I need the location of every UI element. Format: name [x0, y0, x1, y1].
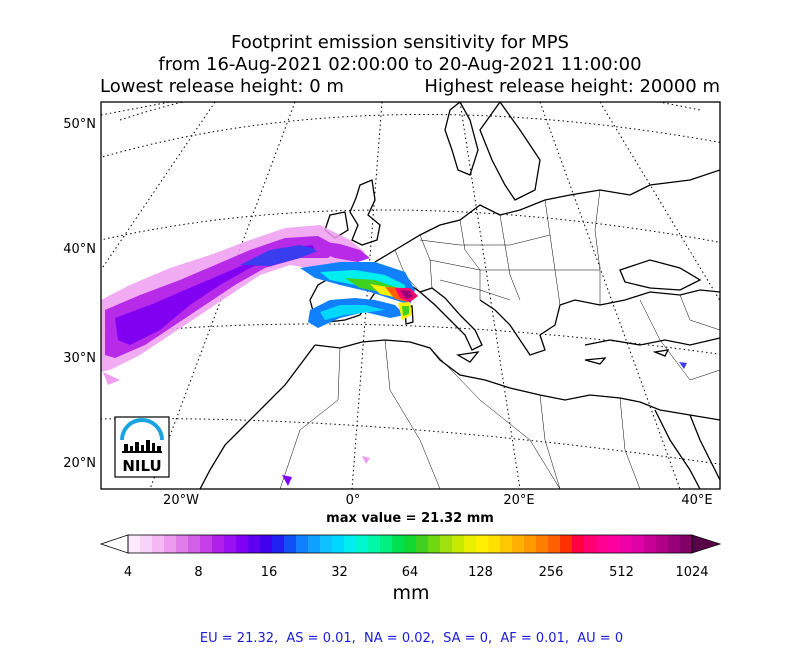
lon-label-20w: 20°W: [163, 493, 199, 508]
colorbar-cell: [272, 535, 285, 553]
colorbar-cell: [260, 535, 273, 553]
map-frame: [100, 101, 721, 490]
regional-totals: EU = 21.32, AS = 0.01, NA = 0.02, SA = 0…: [199, 631, 624, 646]
colorbar-cell: [392, 535, 405, 553]
colorbar-cell: [404, 535, 417, 553]
colorbar-cell: [224, 535, 237, 553]
colorbar-cell: [656, 535, 669, 553]
lowest-release-height: Lowest release height: 0 m: [100, 76, 344, 97]
colorbar-cell: [572, 535, 585, 553]
colorbar-cell: [560, 535, 573, 553]
max-value-label: max value = 21.32 mm: [326, 511, 494, 526]
colorbar-cell: [332, 535, 345, 553]
colorbar-cell: [344, 535, 357, 553]
colorbar-cell: [236, 535, 249, 553]
colorbar-cell: [476, 535, 489, 553]
colorbar-cell: [380, 535, 393, 553]
colorbar-cell: [296, 535, 309, 553]
coastlines: [199, 102, 720, 489]
colorbar-cell: [128, 535, 141, 553]
longitude-gridlines: [101, 102, 720, 489]
colorbar-cells: [128, 535, 693, 553]
colorbar-cell: [188, 535, 201, 553]
lat-label-30n: 30°N: [63, 351, 96, 366]
colorbar-cell: [548, 535, 561, 553]
colorbar-tick: 4: [123, 565, 133, 580]
colorbar-cell: [596, 535, 609, 553]
colorbar-cell: [440, 535, 453, 553]
colorbar-tick: 64: [401, 565, 419, 580]
colorbar-cell: [488, 535, 501, 553]
colorbar-cell: [680, 535, 693, 553]
highest-release-height: Highest release height: 20000 m: [424, 76, 720, 97]
lon-label-20e: 20°E: [503, 493, 535, 508]
colorbar-cell: [512, 535, 525, 553]
colorbar-tick: 128: [468, 565, 493, 580]
colorbar-tick: 8: [194, 565, 203, 580]
colorbar-cell: [212, 535, 225, 553]
colorbar-unit: mm: [392, 582, 430, 604]
colorbar-tick: 32: [331, 565, 348, 580]
colorbar-cell: [524, 535, 537, 553]
colorbar-cell: [632, 535, 645, 553]
lat-label-20n: 20°N: [63, 456, 96, 471]
colorbar-cell: [308, 535, 321, 553]
colorbar-cell: [176, 535, 189, 553]
footprint-plume: [101, 225, 687, 486]
colorbar-cell: [320, 535, 333, 553]
colorbar-cell: [464, 535, 477, 553]
colorbar-cell: [248, 535, 261, 553]
colorbar-min-extension: [99, 534, 129, 554]
colorbar-cell: [584, 535, 597, 553]
colorbar-tick: 512: [609, 565, 634, 580]
colorbar-cell: [368, 535, 381, 553]
colorbar-cell: [416, 535, 429, 553]
colorbar-cell: [428, 535, 441, 553]
nilu-logo-text: NILU: [122, 457, 161, 475]
colorbar-tick: 1024: [675, 565, 709, 580]
colorbar-cell: [500, 535, 513, 553]
nilu-logo: NILU: [114, 416, 170, 478]
colorbar-cell: [200, 535, 213, 553]
colorbar-cell: [284, 535, 297, 553]
colorbar-cell: [356, 535, 369, 553]
colorbar-outline: [127, 534, 693, 554]
lon-label-40e: 40°E: [681, 493, 713, 508]
colorbar: [99, 534, 722, 554]
colorbar-cell: [152, 535, 165, 553]
colorbar-cell: [608, 535, 621, 553]
lat-label-40n: 40°N: [63, 242, 96, 257]
colorbar-tick: 16: [260, 565, 278, 580]
colorbar-cell: [140, 535, 153, 553]
country-borders: [279, 189, 720, 489]
colorbar-cell: [452, 535, 465, 553]
colorbar-cell: [644, 535, 657, 553]
colorbar-cell: [620, 535, 633, 553]
latitude-gridlines: [101, 102, 720, 465]
colorbar-cell: [536, 535, 549, 553]
plot-date-range: from 16-Aug-2021 02:00:00 to 20-Aug-2021…: [158, 54, 642, 75]
lon-label-0: 0°: [345, 493, 361, 508]
colorbar-tick: 256: [538, 565, 564, 580]
colorbar-cell: [668, 535, 681, 553]
colorbar-max-extension: [691, 534, 722, 554]
map-content: NILU: [101, 102, 720, 489]
plot-title: Footprint emission sensitivity for MPS: [231, 32, 569, 53]
colorbar-cell: [164, 535, 177, 553]
lat-label-50n: 50°N: [63, 117, 96, 132]
